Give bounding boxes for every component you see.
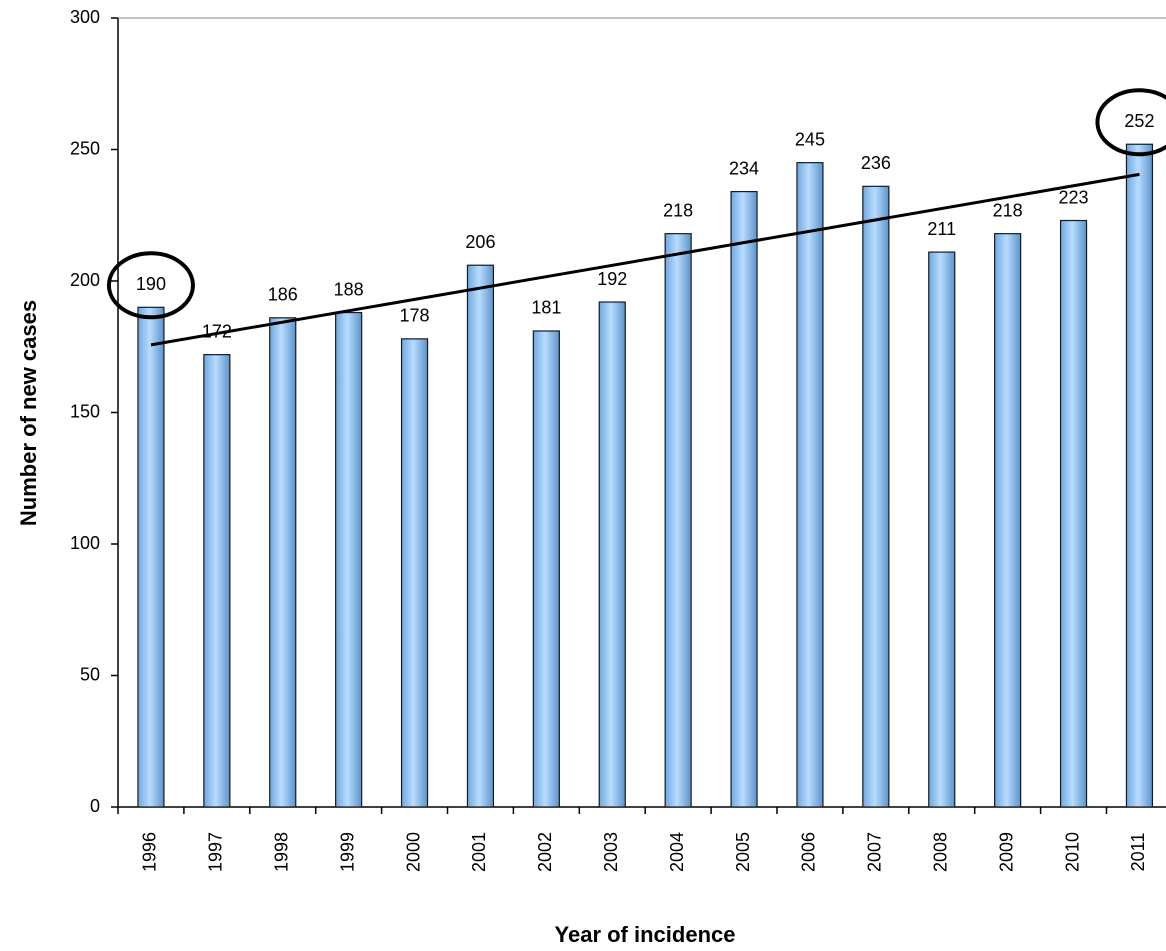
value-label: 218 [993,200,1023,220]
x-tick-label: 1998 [272,832,292,872]
bar [466,264,495,808]
y-tick-label: 150 [70,401,100,421]
bar [928,251,956,808]
bar [532,330,560,808]
bar [664,233,692,808]
x-tick-label: 2002 [535,832,555,872]
y-tick-label: 300 [70,7,100,27]
y-tick-label: 200 [70,270,100,290]
bar [203,354,231,808]
y-tick-label: 100 [70,533,100,553]
bar [1059,219,1088,808]
highlight-circle [106,251,195,320]
y-axis-title: Number of new cases [16,300,41,526]
bar [796,162,824,808]
value-label: 206 [465,232,495,252]
bar [730,190,758,808]
value-label: 245 [795,129,825,149]
highlight-circle [1095,88,1166,157]
x-tick-label: 2011 [1128,833,1148,872]
value-label: 192 [597,269,627,289]
x-tick-label: 2008 [931,832,951,872]
y-tick-label: 250 [70,138,100,158]
bar [269,317,297,808]
x-tick-label: 2007 [865,832,885,872]
x-tick-label: 2006 [799,832,819,872]
value-label: 218 [663,200,693,220]
bar [400,338,429,808]
x-tick-label: 2010 [1062,832,1082,872]
x-tick-label: 2004 [667,832,687,872]
x-tick-label: 2001 [469,832,489,872]
x-axis-title: Year of incidence [555,922,736,947]
x-tick-label: 2000 [403,832,423,872]
bar [137,306,165,808]
value-label: 188 [334,279,364,299]
trend-line [150,172,1140,347]
value-label: 236 [861,153,891,173]
x-tick-label: 2005 [733,832,753,872]
y-tick-label: 0 [90,796,100,816]
x-tick-label: 1999 [337,832,357,872]
value-label: 190 [136,274,166,294]
value-label: 252 [1124,111,1154,131]
x-tick-label: 2009 [996,832,1016,872]
bar [994,233,1022,808]
bar [335,311,363,808]
value-label: 211 [927,219,956,239]
bar [862,185,890,808]
x-tick-label: 2003 [601,832,621,872]
x-tick-label: 1997 [206,832,226,872]
value-label: 234 [729,158,759,178]
bar [598,301,626,808]
y-tick-label: 50 [80,664,100,684]
value-label: 223 [1059,187,1089,207]
value-label: 178 [400,306,430,326]
value-label: 181 [531,298,561,318]
value-label: 186 [268,285,298,305]
value-label: 172 [202,321,232,341]
bar [1125,143,1154,808]
x-tick-label: 1996 [140,832,160,872]
